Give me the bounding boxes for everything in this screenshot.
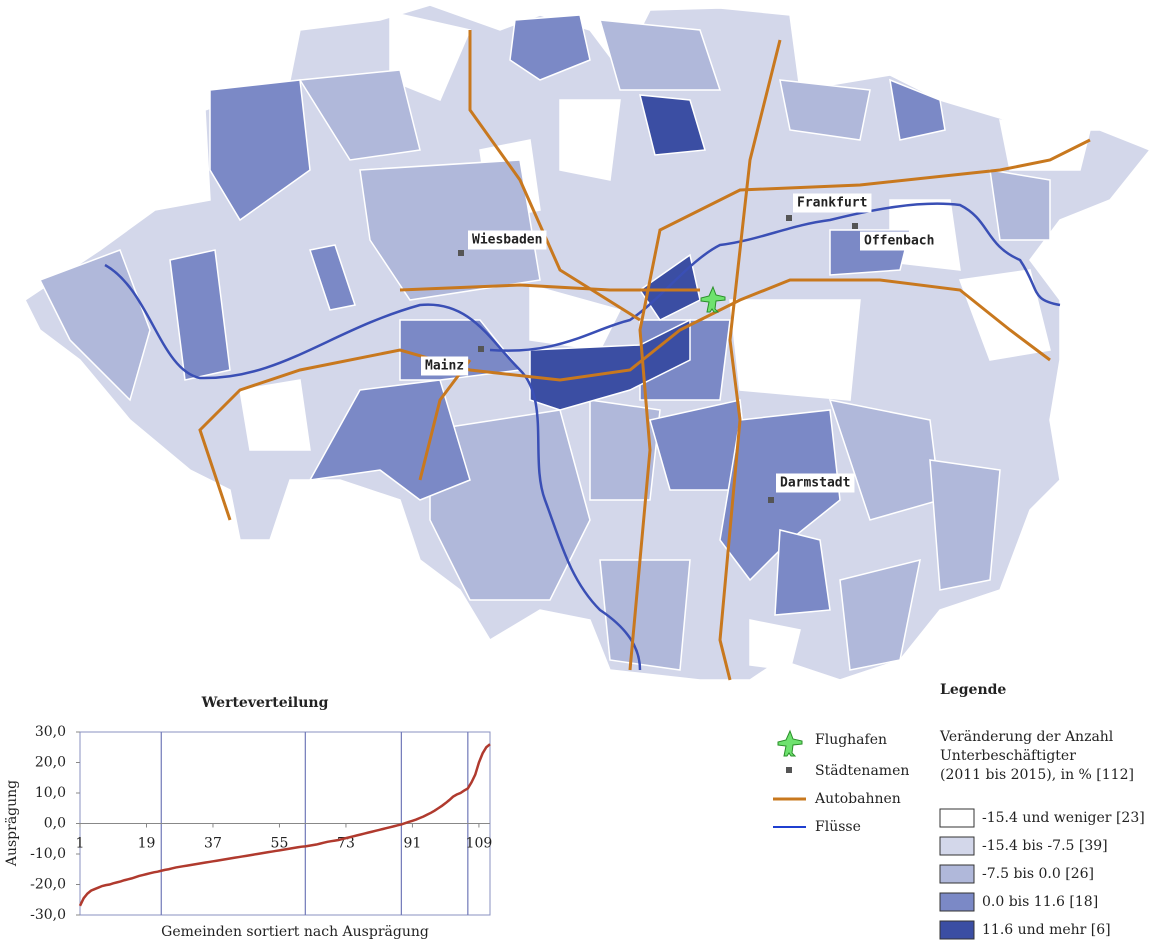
legend-class-label: -15.4 und weniger [23] — [982, 810, 1145, 826]
y-tick-label: -20,0 — [30, 877, 66, 893]
legend-airport — [777, 729, 803, 757]
legend-title: Legende — [940, 682, 1006, 698]
regions-mid — [38, 19, 1051, 671]
legend-city — [786, 767, 792, 773]
y-axis-label: Ausprägung — [4, 780, 20, 867]
legend-swatch — [939, 808, 975, 828]
legend-symbol-label: Städtenamen — [815, 763, 909, 779]
x-tick-label: 1 — [76, 836, 85, 852]
city-marker — [458, 250, 464, 256]
y-tick-label: 30,0 — [35, 724, 66, 740]
city-layer: Wiesbaden Mainz Frankfurt Offenbach Darmstad… — [421, 193, 939, 503]
y-tick-label: 10,0 — [35, 785, 66, 801]
x-tick-label: 55 — [271, 836, 289, 852]
airport-icon — [700, 285, 726, 313]
legend-class-label: -7.5 bis 0.0 [26] — [982, 866, 1094, 882]
x-tick-label: 109 — [466, 836, 493, 852]
rivers — [104, 202, 1061, 671]
legend-symbol-label: Flughafen — [815, 732, 887, 748]
legend-swatch — [939, 836, 975, 856]
legend-description: Veränderung der Anzahl — [939, 729, 1114, 745]
city-marker — [786, 215, 792, 221]
city-label: Offenbach — [864, 234, 934, 249]
x-tick-label: 19 — [138, 836, 156, 852]
legend-description: Unterbeschäftigter — [940, 748, 1076, 764]
city-label: Wiesbaden — [472, 233, 542, 248]
legend-symbol-label: Flüsse — [815, 819, 861, 835]
highways — [198, 30, 1091, 681]
legend-class-label: 0.0 bis 11.6 [18] — [982, 894, 1098, 910]
legend-swatch — [939, 920, 975, 940]
legend-description: (2011 bis 2015), in % [112] — [940, 767, 1134, 783]
x-tick-label: 37 — [204, 836, 222, 852]
chart-title: Werteverteilung — [201, 695, 329, 711]
legend-swatch — [939, 892, 975, 912]
legend-class-label: 11.6 und mehr [6] — [982, 922, 1111, 938]
city-label-bg — [468, 230, 547, 250]
legend-swatch — [939, 864, 975, 884]
legend-class-label: -15.4 bis -7.5 [39] — [982, 838, 1108, 854]
x-tick-label: 91 — [404, 836, 422, 852]
city-marker — [768, 497, 774, 503]
legend-symbol-label: Autobahnen — [814, 791, 901, 807]
city-label: Frankfurt — [797, 196, 867, 211]
y-tick-label: -30,0 — [30, 907, 66, 923]
chart: Werteverteilung 30,0 20,0 10,0 0,0 -10,0 -20,0… — [4, 695, 492, 940]
city-marker — [478, 346, 484, 352]
data-line — [78, 743, 491, 907]
y-tick-label: 20,0 — [35, 755, 66, 771]
map: Wiesbaden Mainz Frankfurt Offenbach Darmstad… — [24, 4, 1152, 681]
x-axis-label: Gemeinden sortiert nach Ausprägung — [161, 924, 429, 940]
legend: Legende Flughafen Städtenamen Autobahnen Flü… — [773, 682, 1145, 940]
city-label-bg — [860, 231, 939, 251]
city-label-bg — [421, 356, 469, 376]
y-tick-label: -10,0 — [30, 846, 66, 862]
city-label: Mainz — [425, 359, 464, 374]
y-tick-label: 0,0 — [44, 816, 66, 832]
city-label-bg — [776, 473, 855, 493]
city-marker — [852, 223, 858, 229]
city-label: Darmstadt — [780, 476, 850, 491]
city-label-bg — [793, 193, 872, 213]
